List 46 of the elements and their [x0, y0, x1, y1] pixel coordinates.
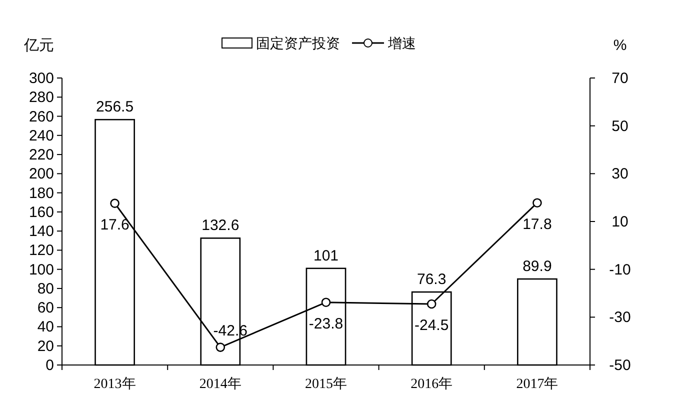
- data-label: 17.8: [522, 216, 552, 233]
- y-tick-label: 80: [37, 280, 54, 298]
- y2-tick-label: 50: [612, 118, 628, 135]
- x-tick-label: 2016年: [410, 376, 453, 392]
- data-label: 89.9: [522, 258, 552, 275]
- data-label: -23.8: [308, 315, 344, 332]
- y-tick-label: 260: [28, 108, 54, 126]
- data-label: 101: [313, 247, 339, 264]
- y2-tick-label: -50: [609, 357, 631, 374]
- y2-tick-label: -10: [609, 261, 631, 278]
- data-label: -24.5: [414, 317, 449, 334]
- y-tick-label: 40: [37, 318, 54, 336]
- y-tick-label: 300: [28, 70, 54, 87]
- y-tick-label: 280: [28, 89, 54, 106]
- point: [110, 198, 120, 208]
- y-axis-title: 亿元: [23, 37, 54, 54]
- y2-tick-label: 70: [612, 70, 628, 87]
- legend-label: 固定资产投资: [256, 35, 340, 51]
- x-tick-label: 2017年: [516, 376, 558, 392]
- point: [532, 198, 542, 208]
- x-tick-label: 2013年: [94, 376, 136, 392]
- data-label: 17.6: [100, 216, 130, 234]
- data-label: 256.5: [96, 98, 134, 116]
- y2-tick-label: 10: [612, 214, 628, 230]
- point: [426, 299, 436, 309]
- point: [216, 342, 226, 352]
- data-label: 76.3: [417, 271, 446, 288]
- y-tick-label: 200: [28, 166, 54, 183]
- legend-label: 增速: [387, 35, 416, 51]
- y-tick-label: 100: [28, 261, 54, 278]
- x-tick-label: 2015年: [305, 376, 347, 392]
- y-tick-label: 240: [28, 127, 54, 144]
- y-tick-label: 120: [28, 242, 54, 260]
- y-tick-label: 60: [37, 300, 54, 317]
- point: [321, 298, 331, 307]
- y-tick-label: 140: [28, 223, 54, 240]
- y-tick-label: 220: [28, 146, 54, 164]
- data-label: 132.6: [202, 217, 240, 234]
- y-tick-label: 20: [37, 338, 54, 355]
- y2-axis-title: %: [613, 37, 627, 54]
- y2-tick-label: -30: [609, 309, 631, 326]
- y2-tick-label: 30: [612, 166, 628, 183]
- y-tick-label: 160: [28, 204, 54, 221]
- y-tick-label: 0: [46, 357, 54, 374]
- x-tick-label: 2014年: [199, 376, 242, 392]
- y-tick-label: 180: [28, 184, 54, 202]
